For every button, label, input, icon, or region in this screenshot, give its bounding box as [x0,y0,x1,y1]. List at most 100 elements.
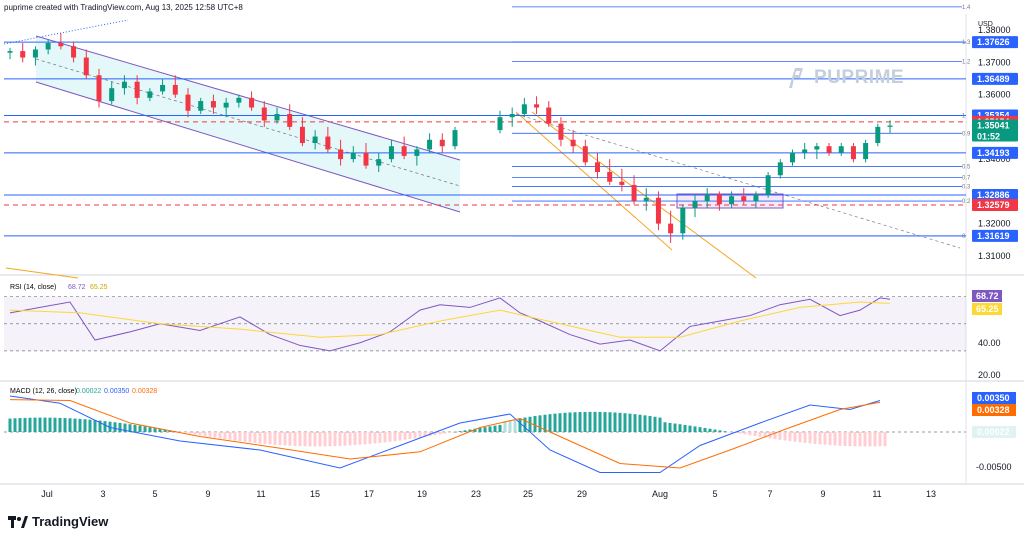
macd-histogram-bar [418,432,422,438]
macd-histogram-bar [863,432,867,447]
time-axis[interactable]: Jul 3 5 9 11 15 17 19 23 25 29 Aug 5 7 9 11 13 [41,489,936,499]
macd-histogram-bar [38,417,42,432]
macd-histogram-bar [463,430,467,432]
candle-body [546,107,552,124]
candle-body [570,139,576,147]
price-badge[interactable] [972,72,1018,85]
candle-body [121,81,127,89]
channel-mid-line [35,58,461,187]
countdown-label: 01:52 [977,132,1000,142]
macd-histogram-bar [468,429,472,432]
macd-histogram-bar [333,432,337,447]
macd-histogram-bar [238,432,242,442]
macd-histogram-bar [263,432,267,444]
rsi-pane[interactable]: RSI (14, close) 68.72 65.25 [4,284,966,352]
candle-body [134,81,140,98]
macd-histogram-bar [68,418,72,432]
macd-histogram-bar [423,432,427,437]
macd-histogram-bar [388,432,392,442]
macd-histogram-bar [413,432,417,439]
rsi-badge[interactable] [972,290,1002,302]
macd-histogram-bar [473,428,477,432]
candle-body [497,117,503,131]
time-tick-label: 29 [577,489,587,499]
macd-histogram-bar [718,430,722,432]
macd-histogram-bar [8,418,12,432]
macd-histogram-bar [43,417,47,432]
macd-histogram-bar [223,432,227,440]
macd-histogram-bar [573,412,577,432]
macd-histogram-bar [128,424,132,432]
price-badge[interactable] [972,189,1018,202]
macd-histogram-bar [883,432,887,447]
macd-histogram-bar [663,422,667,432]
price-badge-label: 1.35354 [977,110,1010,120]
candle-body [287,113,293,127]
fib-level-label: 1 [962,113,966,119]
tradingview-logo-icon [8,515,28,528]
macd-histogram-bar [633,414,637,432]
macd-histogram-bar [638,414,642,432]
puprime-watermark: PUPRIME [784,66,904,90]
price-tick-label: 1.36000 [978,90,1011,100]
candle-body [147,91,153,98]
macd-histogram-bar [593,411,597,432]
macd-histogram-bar [123,423,127,432]
macd-histogram-bar [303,432,307,447]
candle-body [96,75,102,102]
price-tick-label: 1.31000 [978,251,1011,261]
candle-body [692,201,698,208]
price-badge[interactable] [972,229,1018,242]
macd-histogram-bar [373,432,377,444]
macd-histogram-bar [328,432,332,447]
macd-histogram-bar [448,432,452,433]
candle-body [338,149,344,160]
macd-pane[interactable]: MACD (12, 26, close) 0.00022 0.00350 0.0032… [4,388,966,473]
macd-histogram-bar [368,432,372,444]
candle-body [45,43,51,50]
time-tick-label: 9 [205,489,210,499]
macd-histogram-bar [843,432,847,446]
candle-body [401,146,407,156]
macd-histogram-bar [508,420,512,432]
fib-level-label: 0.7 [962,176,971,182]
macd-histogram-bar [648,416,652,432]
macd-hist-badge[interactable] [972,426,1016,438]
price-badge[interactable] [972,146,1018,159]
candle-body [716,194,722,205]
macd-histogram-bar [503,421,507,432]
macd-histogram-bar [243,432,247,442]
macd-histogram-bar [543,414,547,432]
candle-body [595,162,600,173]
macd-histogram-bar [378,432,382,443]
macd-histogram-bar [453,431,457,433]
macd-histogram-bar [723,431,727,432]
candle-body [729,196,735,205]
candle-body [558,123,564,140]
macd-histogram-bar [673,423,677,432]
macd-histogram-bar [703,427,707,432]
macd-histogram-bar [253,432,257,443]
macd-histogram-bar [313,432,317,447]
macd-histogram-bar [583,411,587,432]
macd-histogram-bar [318,432,322,447]
price-badge[interactable] [972,119,1018,142]
price-badge[interactable] [972,198,1018,211]
macd-histogram-bar [203,432,207,437]
macd-histogram-bar [683,424,687,432]
macd-histogram-bar [138,425,142,432]
macd-signal-badge[interactable] [972,404,1016,416]
macd-histogram-bar [183,432,187,433]
candle-body [521,104,527,114]
macd-badge[interactable] [972,392,1016,404]
rsi-ma-badge[interactable] [972,303,1002,315]
price-badge[interactable] [972,36,1018,49]
price-pane[interactable]: 1.4 1.3 1.2 1 0.9 0.7 0.5 0.3 0.2 0 [0,5,1024,485]
candle-body [414,149,420,156]
macd-legend-label: MACD (12, 26, close) [10,388,77,395]
tradingview-logo[interactable]: TradingView [8,514,108,529]
macd-line [9,395,881,473]
macd-histogram-bar [213,432,217,438]
